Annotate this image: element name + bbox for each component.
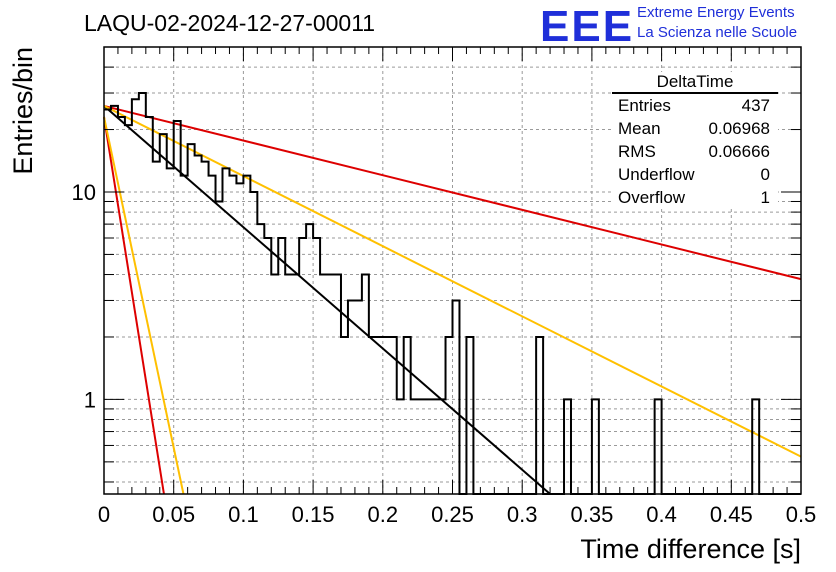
histogram-bin bbox=[174, 121, 181, 494]
histogram-bin bbox=[592, 399, 599, 494]
histogram-bin bbox=[564, 399, 571, 494]
stats-value: 0 bbox=[760, 165, 770, 184]
histogram-bin bbox=[139, 93, 146, 494]
stats-key: Mean bbox=[618, 119, 661, 138]
stats-value: 437 bbox=[741, 96, 770, 115]
x-tick-label: 0.5 bbox=[786, 502, 817, 527]
x-tick-label: 0 bbox=[98, 502, 110, 527]
histogram-bin bbox=[202, 162, 209, 494]
stats-value: 1 bbox=[760, 188, 770, 207]
fit-lines bbox=[103, 104, 802, 495]
plot-title: LAQU-02-2024-12-27-00011 bbox=[84, 10, 376, 36]
histogram-bin bbox=[655, 399, 662, 494]
x-tick-label: 0.2 bbox=[368, 502, 399, 527]
histogram-bin bbox=[397, 399, 404, 494]
y-tick-label: 10 bbox=[72, 180, 96, 205]
histogram-bin bbox=[411, 399, 418, 494]
histogram-bin bbox=[216, 201, 223, 494]
stats-key: Overflow bbox=[618, 188, 686, 207]
histogram-bin bbox=[264, 238, 271, 494]
x-tick-label: 0.35 bbox=[570, 502, 613, 527]
histogram-bin bbox=[453, 300, 460, 494]
histogram-bin bbox=[439, 399, 446, 494]
histogram-bin bbox=[327, 275, 334, 494]
axis-ticks bbox=[103, 46, 802, 494]
fit-line bbox=[103, 116, 185, 495]
x-tick-label: 0.25 bbox=[431, 502, 474, 527]
histogram-bin bbox=[432, 399, 439, 494]
stats-key: Underflow bbox=[618, 165, 695, 184]
histogram-bin bbox=[466, 337, 473, 494]
histogram-bin bbox=[209, 176, 216, 494]
histogram-bin bbox=[376, 337, 383, 494]
histogram-bin bbox=[292, 275, 299, 494]
stats-value: 0.06968 bbox=[708, 119, 770, 138]
histogram-bin bbox=[181, 176, 188, 494]
logo-subtitle-1: Extreme Energy Events bbox=[637, 4, 795, 21]
histogram-bin bbox=[536, 337, 543, 494]
histogram-bin bbox=[425, 399, 432, 494]
histogram-bin bbox=[229, 176, 236, 494]
histogram-bin bbox=[118, 117, 125, 494]
x-tick-label: 0.4 bbox=[646, 502, 677, 527]
stats-title: DeltaTime bbox=[612, 72, 778, 94]
histogram-bin bbox=[341, 337, 348, 494]
x-tick-label: 0.45 bbox=[710, 502, 753, 527]
fit-line bbox=[103, 105, 551, 495]
histogram-bin bbox=[362, 275, 369, 494]
histogram-bin bbox=[188, 144, 195, 494]
histogram-bin bbox=[195, 155, 202, 494]
x-tick-label: 0.1 bbox=[228, 502, 259, 527]
histogram-bin bbox=[320, 275, 327, 494]
histogram-bin bbox=[313, 238, 320, 494]
histogram-bin bbox=[104, 109, 111, 494]
histogram-bin bbox=[418, 399, 425, 494]
histogram-bin bbox=[271, 275, 278, 494]
histogram-bin bbox=[243, 176, 250, 494]
histogram-bin bbox=[306, 224, 313, 494]
stats-box: DeltaTime Entries 437 Mean 0.06968 RMS 0… bbox=[612, 72, 778, 209]
y-axis-label: Entries/bin bbox=[8, 47, 38, 175]
stats-row-rms: RMS 0.06666 bbox=[612, 140, 778, 163]
histogram-bin bbox=[257, 224, 264, 494]
histogram-bin bbox=[146, 117, 153, 494]
fit-line bbox=[103, 104, 802, 281]
histogram-bin bbox=[752, 399, 759, 494]
stats-row-overflow: Overflow 1 bbox=[612, 186, 778, 209]
stats-key: RMS bbox=[618, 142, 656, 161]
histogram-bin bbox=[369, 337, 376, 494]
x-tick-label: 0.3 bbox=[507, 502, 538, 527]
histogram-bin bbox=[446, 337, 453, 494]
stats-key: Entries bbox=[618, 96, 671, 115]
histogram-bin bbox=[125, 125, 132, 494]
stats-row-underflow: Underflow 0 bbox=[612, 163, 778, 186]
histogram-bin bbox=[278, 238, 285, 494]
stats-row-entries: Entries 437 bbox=[612, 94, 778, 117]
histogram-bin bbox=[285, 275, 292, 494]
eee-logo: EEE bbox=[540, 2, 635, 51]
histogram-bin bbox=[236, 183, 243, 494]
x-tick-label: 0.05 bbox=[152, 502, 195, 527]
fit-line bbox=[103, 116, 165, 495]
stats-value: 0.06666 bbox=[708, 142, 770, 161]
fit-line bbox=[103, 105, 802, 458]
logo-subtitle-2: La Scienza nelle Scuole bbox=[637, 24, 798, 41]
histogram-bin bbox=[160, 134, 167, 494]
histogram-bin bbox=[383, 337, 390, 494]
histogram-bin bbox=[348, 300, 355, 494]
x-axis-label: Time difference [s] bbox=[580, 534, 801, 564]
axis-tick-labels: 0 0.05 0.1 0.15 0.2 0.25 0.3 0.35 0.4 0.45 0.5 1 10 bbox=[72, 180, 817, 527]
y-tick-label: 1 bbox=[84, 387, 96, 412]
stats-row-mean: Mean 0.06968 bbox=[612, 117, 778, 140]
x-tick-label: 0.15 bbox=[292, 502, 335, 527]
histogram-bin bbox=[404, 337, 411, 494]
